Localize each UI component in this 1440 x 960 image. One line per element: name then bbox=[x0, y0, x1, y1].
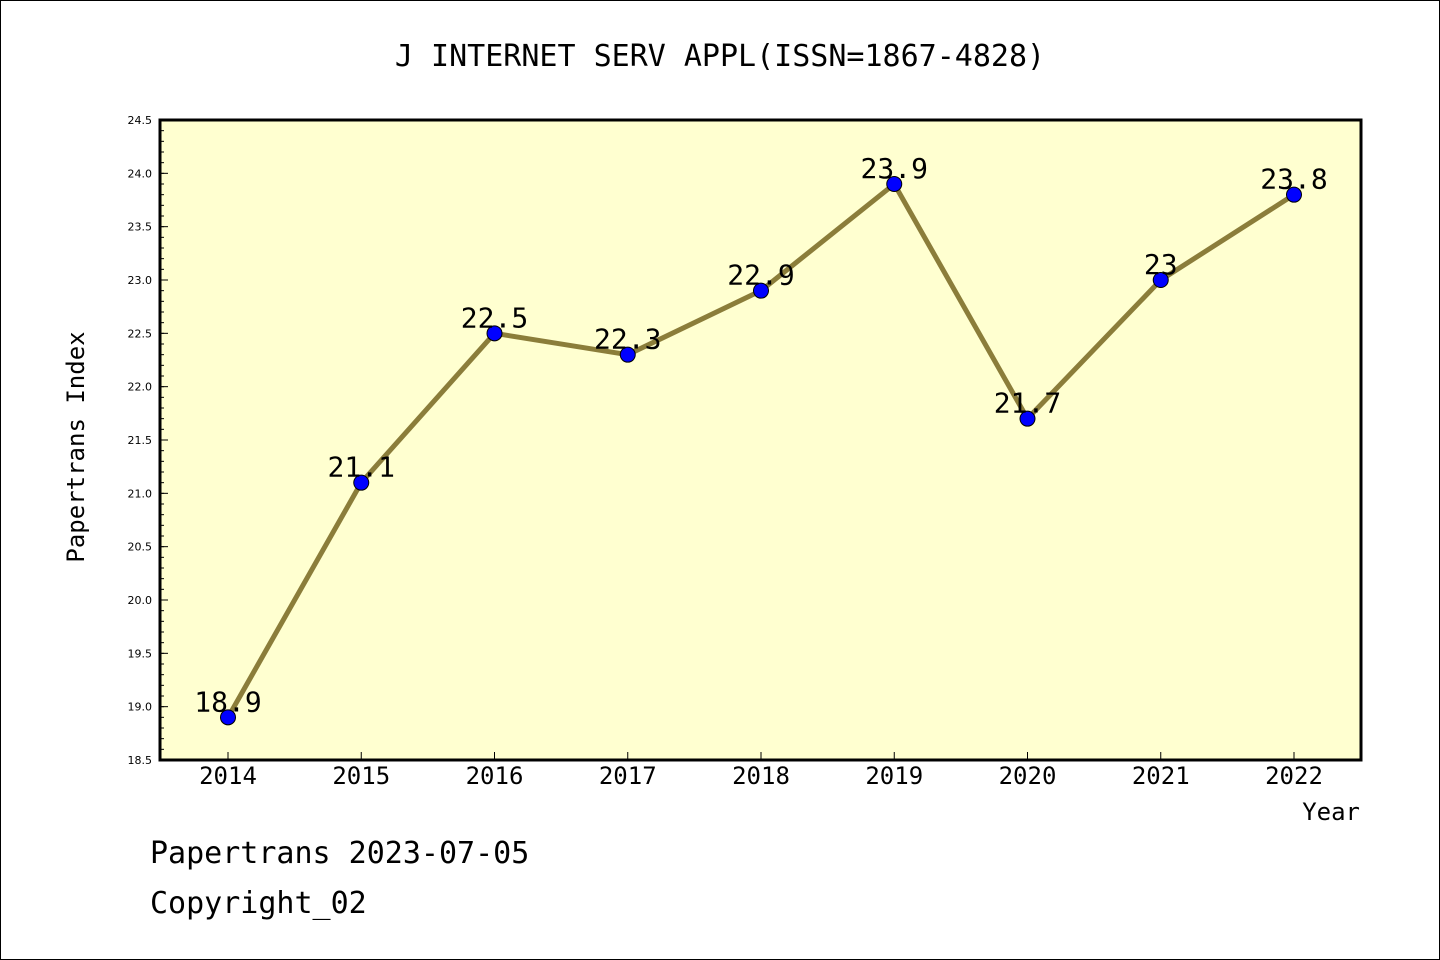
data-point bbox=[753, 282, 769, 299]
x-tick-label: 2018 bbox=[732, 762, 790, 790]
x-tick-label: 2016 bbox=[466, 762, 524, 790]
plot-border bbox=[158, 118, 1363, 762]
x-axis-label: Year bbox=[1302, 798, 1360, 826]
data-point bbox=[619, 346, 636, 363]
data-label: 22.9 bbox=[727, 259, 794, 292]
y-tick-label: 24.0 bbox=[128, 167, 153, 180]
plot-area bbox=[160, 120, 1361, 760]
data-label: 23.8 bbox=[1260, 163, 1327, 196]
footer-copyright: Copyright_02 bbox=[150, 886, 367, 921]
x-tick-label: 2021 bbox=[1132, 762, 1190, 790]
y-tick-label: 19.0 bbox=[128, 701, 153, 714]
x-tick-label: 2019 bbox=[865, 762, 923, 790]
y-tick-label: 22.5 bbox=[128, 327, 153, 340]
data-label: 21.1 bbox=[328, 451, 395, 484]
chart-title: J INTERNET SERV APPL(ISSN=1867-4828) bbox=[395, 39, 1045, 74]
data-label: 23 bbox=[1144, 248, 1178, 281]
series-markers bbox=[220, 176, 1302, 726]
x-axis: 2014 2015 2016 2017 2018 2019 2020 2021 2022 bbox=[199, 752, 1323, 790]
x-tick-label: 2014 bbox=[199, 762, 257, 790]
data-point bbox=[353, 474, 370, 491]
x-tick-label: 2020 bbox=[999, 762, 1057, 790]
data-point bbox=[220, 709, 236, 726]
footer-date: Papertrans 2023-07-05 bbox=[150, 836, 530, 871]
x-tick-label: 2022 bbox=[1265, 762, 1323, 790]
data-point bbox=[1152, 272, 1169, 288]
data-labels: 18.9 21.1 22.5 22.3 22.9 23.9 21.7 23 23.8 bbox=[194, 152, 1327, 718]
y-tick-label: 18.5 bbox=[128, 754, 153, 767]
y-tick-label: 20.5 bbox=[128, 541, 153, 554]
y-tick-label: 19.5 bbox=[128, 647, 153, 660]
data-point bbox=[486, 325, 503, 342]
y-tick-label: 21.5 bbox=[128, 434, 153, 447]
y-axis: 18.5 19.0 19.5 20.0 20.5 21.0 21.5 22.0 22.5 23.0… bbox=[128, 114, 168, 767]
data-label: 21.7 bbox=[994, 387, 1061, 420]
data-point bbox=[1019, 410, 1036, 427]
data-label: 22.3 bbox=[594, 323, 661, 356]
data-label: 22.5 bbox=[461, 301, 528, 334]
y-tick-label: 23.0 bbox=[128, 274, 153, 287]
data-label: 18.9 bbox=[194, 685, 261, 718]
data-point bbox=[886, 176, 903, 192]
x-tick-label: 2017 bbox=[599, 762, 657, 790]
data-point bbox=[1286, 186, 1302, 203]
data-label: 23.9 bbox=[861, 152, 928, 185]
y-tick-label: 24.5 bbox=[128, 114, 153, 127]
y-tick-label: 20.0 bbox=[128, 594, 153, 607]
y-axis-label: Papertrans Index bbox=[62, 331, 90, 562]
y-tick-label: 23.5 bbox=[128, 221, 153, 234]
x-tick-label: 2015 bbox=[332, 762, 390, 790]
y-tick-label: 22.0 bbox=[128, 381, 153, 394]
y-tick-label: 21.0 bbox=[128, 487, 153, 500]
